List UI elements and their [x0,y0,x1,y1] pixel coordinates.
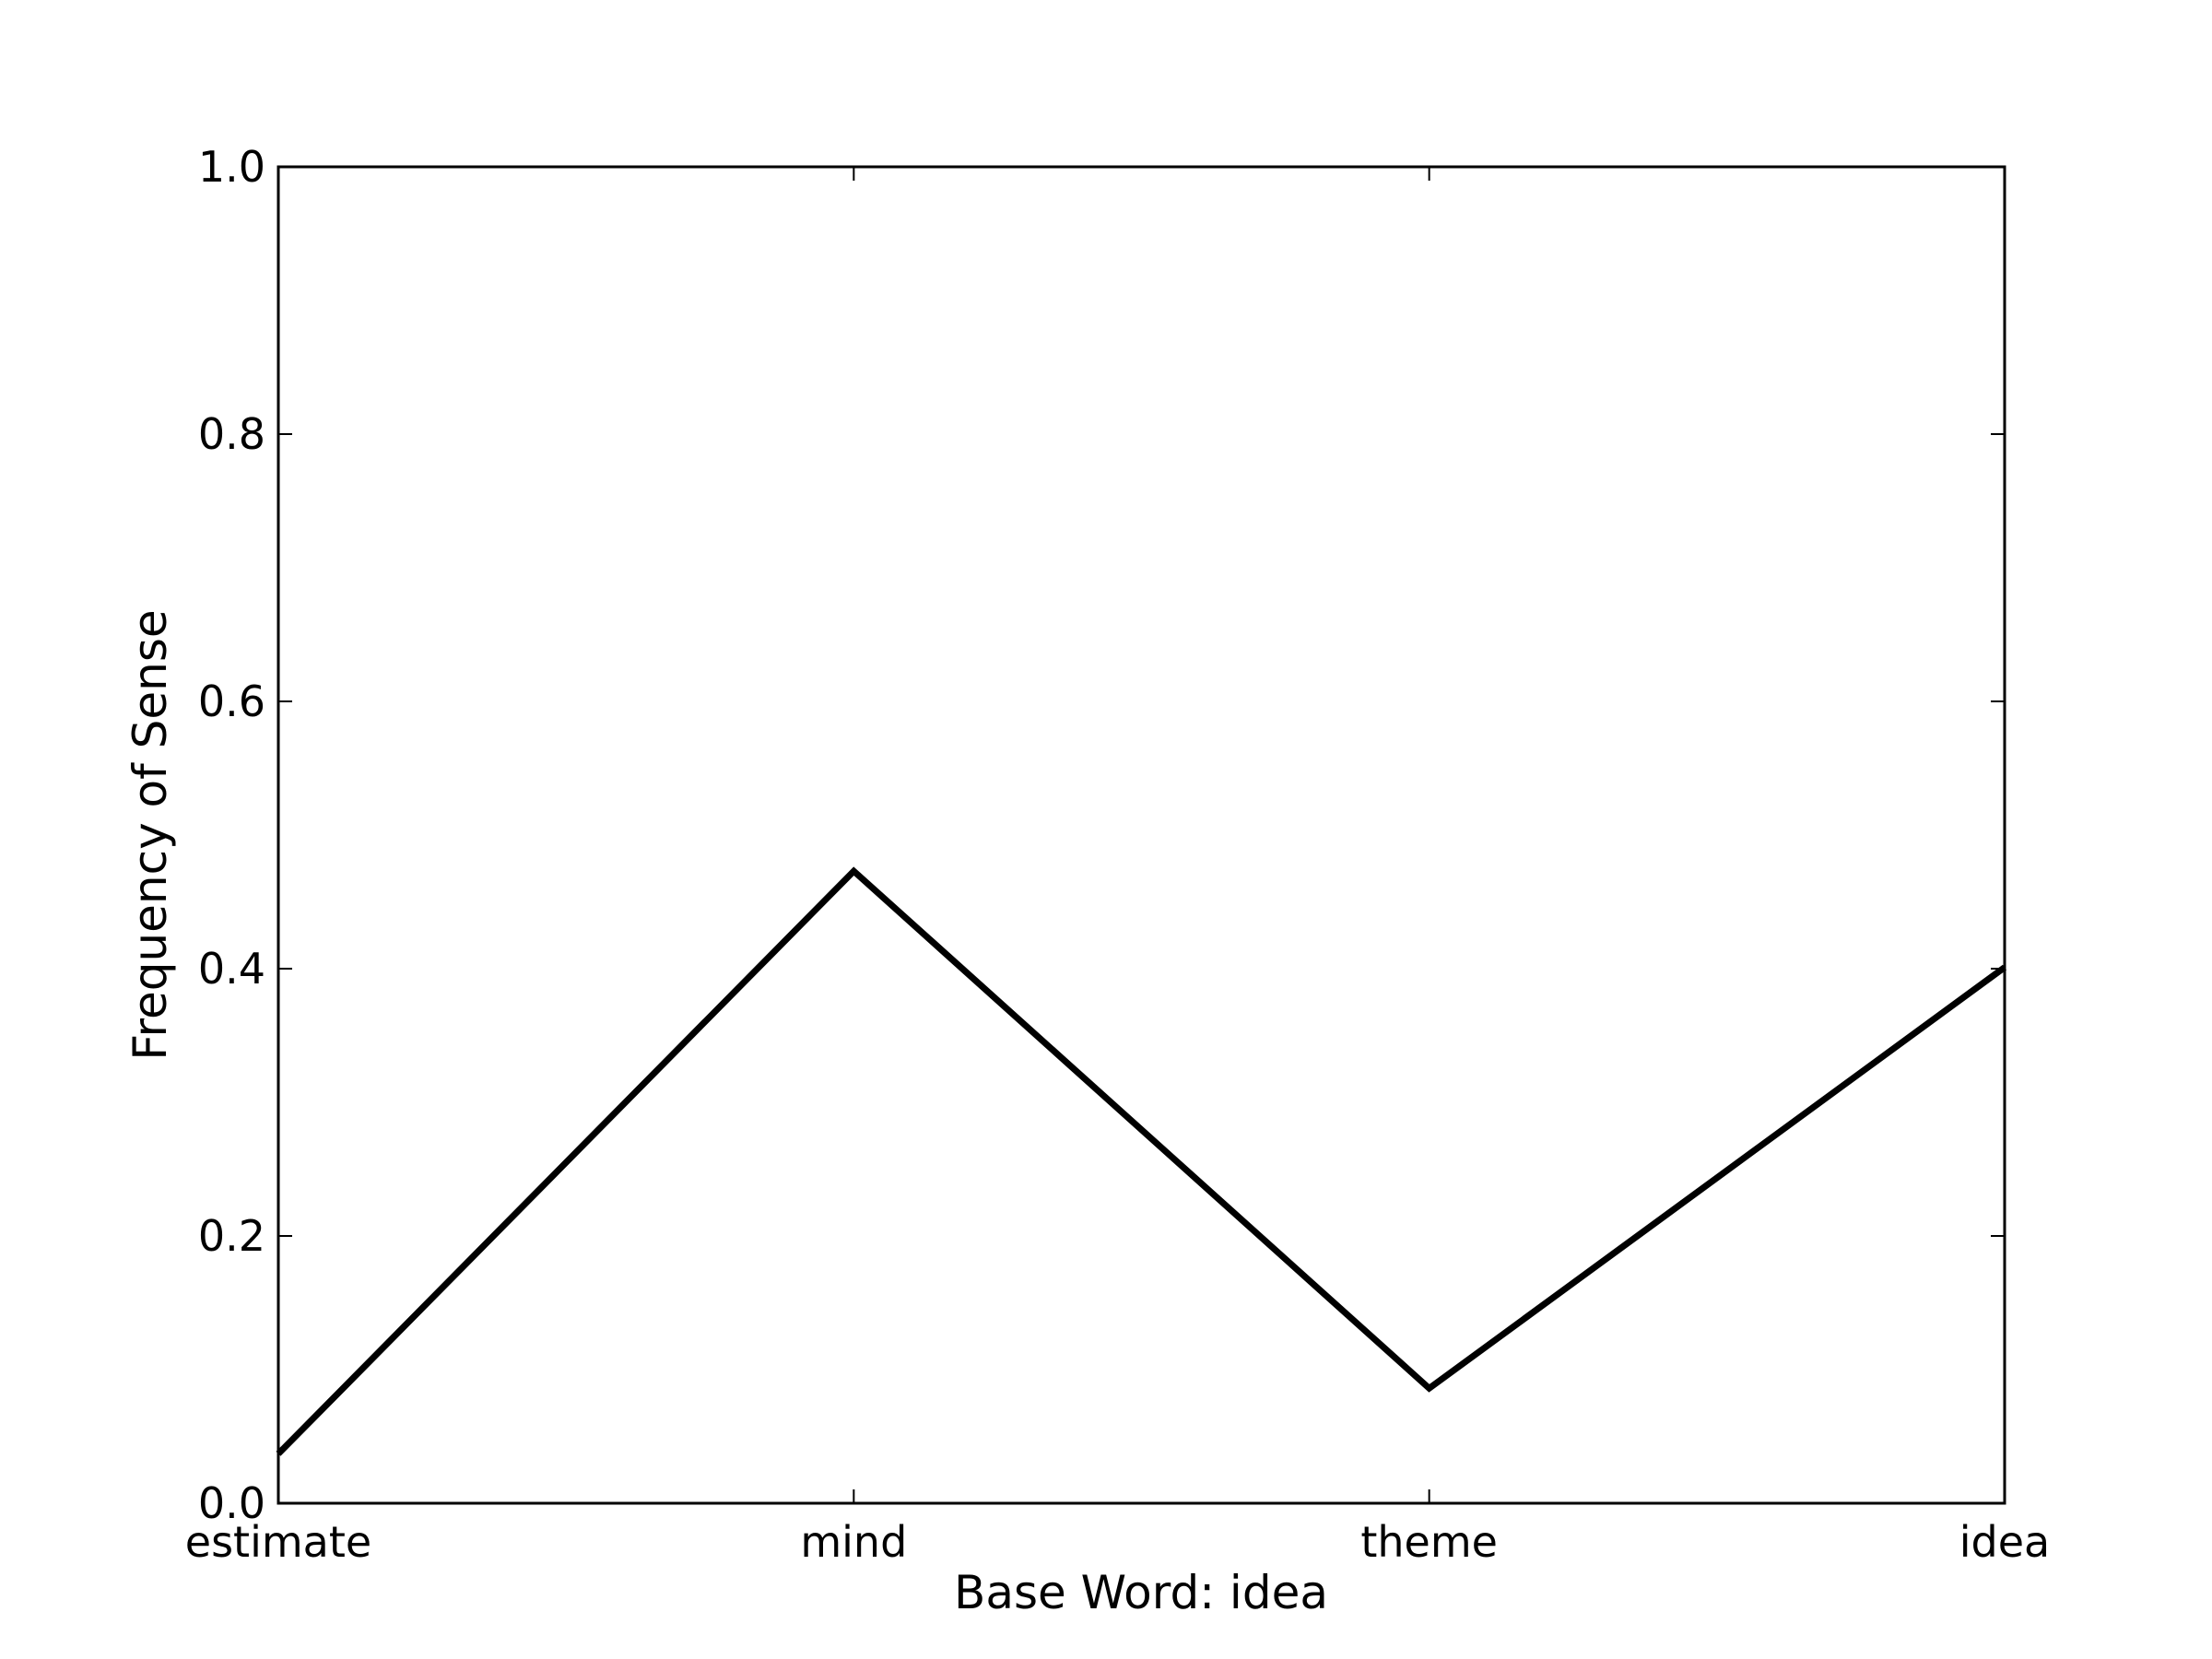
y-tick-label: 1.0 [198,142,265,192]
y-tick-label: 0.4 [198,944,265,994]
x-tick-label: mind [800,1517,907,1567]
x-tick-label: idea [1959,1517,2050,1567]
y-tick-label: 0.6 [198,677,265,726]
y-axis-label: Frequency of Sense [124,609,177,1060]
x-tick-label: estimate [185,1517,371,1567]
x-axis-label: Base Word: idea [954,1566,1328,1619]
x-tick-label: theme [1360,1517,1498,1567]
y-tick-label: 0.2 [198,1211,265,1261]
y-tick-label: 0.8 [198,409,265,459]
